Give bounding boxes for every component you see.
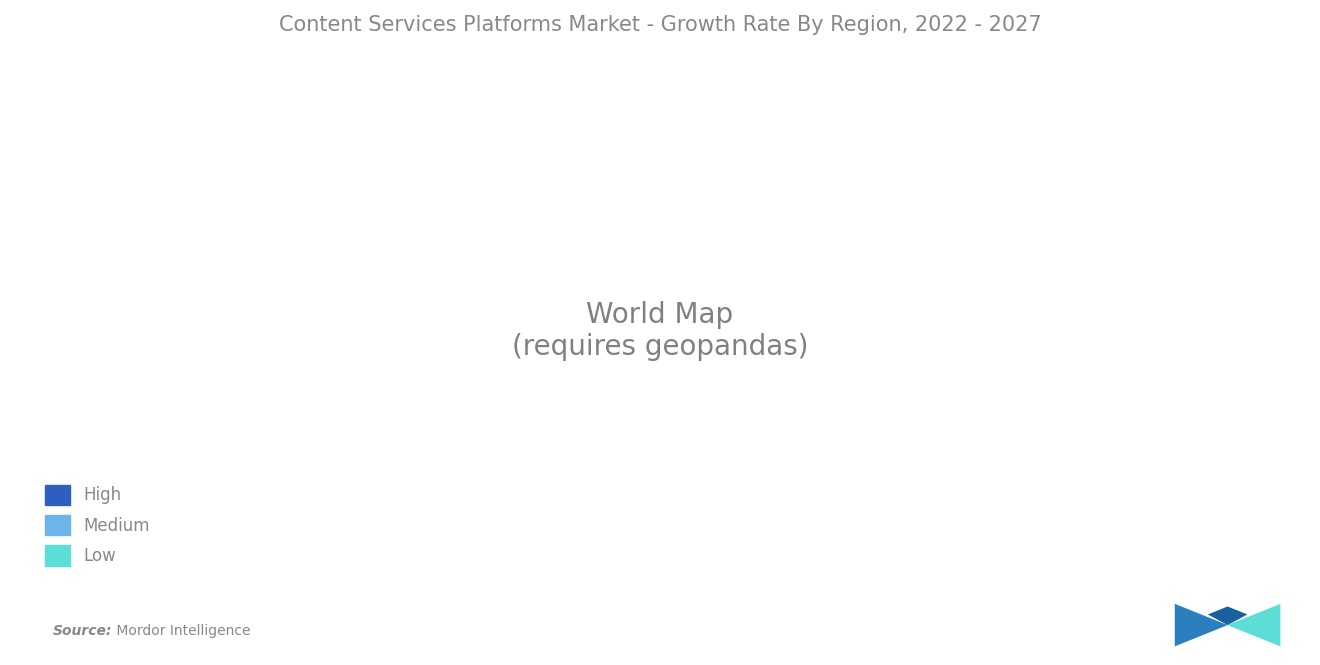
Legend: High, Medium, Low: High, Medium, Low: [36, 476, 157, 574]
Text: World Map
(requires geopandas): World Map (requires geopandas): [512, 301, 808, 361]
Polygon shape: [1175, 604, 1228, 646]
Text: Mordor Intelligence: Mordor Intelligence: [112, 624, 251, 638]
Text: Source:: Source:: [53, 624, 112, 638]
Title: Content Services Platforms Market - Growth Rate By Region, 2022 - 2027: Content Services Platforms Market - Grow…: [279, 15, 1041, 35]
Polygon shape: [1228, 604, 1280, 646]
Polygon shape: [1208, 606, 1247, 625]
